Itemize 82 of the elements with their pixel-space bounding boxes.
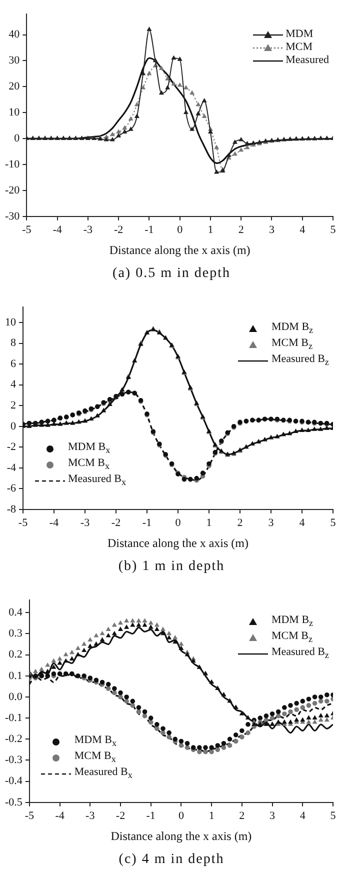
y-tick-label: -2 — [6, 441, 16, 454]
x-tick-label: 0 — [178, 810, 184, 822]
x-tick-label: 2 — [238, 224, 244, 236]
legend-label: MCM B$_{z}$ — [271, 630, 313, 646]
x-tick-label: -1 — [146, 810, 156, 822]
x-tick-label: 1 — [206, 516, 212, 529]
x-tick-label: 0 — [175, 516, 182, 529]
y-tick-label: 10 — [5, 316, 16, 328]
x-tick-label: -2 — [114, 224, 124, 236]
x-tick-label: 5 — [330, 516, 336, 529]
y-tick-label: -20 — [4, 184, 20, 196]
x-tick-label: -3 — [83, 224, 94, 236]
y-tick-label: 8 — [10, 337, 16, 350]
x-axis-title: Distance along the x axis (m) — [108, 536, 248, 550]
legend-label: Measured — [286, 54, 329, 67]
x-tick-label: -4 — [49, 516, 60, 529]
y-tick-label: 20 — [8, 80, 20, 93]
x-tick-label: -5 — [18, 516, 28, 529]
x-tick-label: 4 — [300, 810, 306, 822]
y-tick-label: -0.5 — [4, 796, 23, 808]
legend-label: Measured B$_{z}$ — [271, 646, 329, 663]
legend-label: MDM — [286, 28, 314, 41]
y-tick-label: 0.0 — [8, 690, 23, 703]
y-tick-label: 4 — [10, 378, 16, 391]
x-axis-title: Distance along the x axis (m) — [109, 242, 250, 257]
x-tick-label: -3 — [86, 810, 96, 822]
x-tick-label: -1 — [144, 224, 154, 236]
y-tick-label: -6 — [6, 482, 16, 495]
x-tick-label: 3 — [268, 224, 275, 236]
y-tick-label: -30 — [4, 210, 20, 222]
y-tick-label: 10 — [8, 106, 20, 118]
legend-label: MCM B$_{x}$ — [68, 456, 110, 473]
x-tick-label: 1 — [208, 810, 214, 822]
legend-label: MCM — [286, 41, 313, 54]
y-tick-label: 0 — [10, 420, 16, 432]
text: (a) 0.5 m in depth — [112, 266, 232, 282]
x-tick-label: 2 — [239, 810, 245, 822]
y-tick-label: 0.1 — [8, 670, 22, 682]
y-tick-label: -10 — [4, 158, 20, 170]
legend-label: MCM B$_{z}$ — [271, 337, 313, 354]
y-tick-label: 0.4 — [8, 606, 23, 619]
x-tick-label: -5 — [22, 224, 32, 236]
x-tick-label: -4 — [55, 810, 65, 822]
x-tick-label: 1 — [208, 224, 214, 236]
x-tick-label: 5 — [330, 810, 336, 822]
x-tick-label: 0 — [177, 224, 184, 236]
x-tick-label: 4 — [300, 224, 306, 236]
legend-label: Measured B$_{x}$ — [68, 472, 126, 490]
legend-label: Measured B$_{z}$ — [271, 353, 329, 370]
x-tick-label: -3 — [80, 516, 90, 529]
x-tick-label: -1 — [142, 516, 152, 529]
legend-label: MCM B$_{x}$ — [74, 750, 116, 766]
y-tick-label: -4 — [6, 462, 16, 474]
y-tick-label: 0.3 — [8, 628, 23, 640]
legend-label: MDM B$_{x}$ — [74, 734, 117, 750]
y-tick-label: 30 — [8, 54, 20, 67]
text: (c) 4 m in depth — [118, 852, 226, 868]
x-tick-label: 3 — [270, 810, 276, 822]
y-tick-label: 40 — [8, 28, 20, 41]
legend-label: Measured B$_{x}$ — [74, 766, 132, 782]
x-tick-label: 5 — [330, 224, 336, 236]
y-tick-label: 0.2 — [8, 648, 22, 661]
x-tick-label: -5 — [24, 810, 34, 822]
y-tick-label: -0.1 — [4, 712, 22, 724]
legend-label: MDM B$_{x}$ — [68, 440, 110, 457]
y-tick-label: -0.2 — [4, 733, 22, 746]
y-tick-label: 2 — [10, 399, 16, 412]
x-tick-label: 2 — [237, 516, 243, 529]
text: (b) 1 m in depth — [117, 559, 226, 575]
y-tick-label: 6 — [10, 358, 16, 370]
y-tick-label: 0 — [14, 132, 20, 144]
legend-label: MDM B$_{z}$ — [271, 614, 314, 630]
x-tick-label: -2 — [116, 810, 126, 822]
x-axis-title: Distance along the x axis (m) — [110, 828, 252, 843]
y-tick-label: -0.4 — [4, 775, 23, 788]
x-tick-label: 3 — [268, 516, 274, 529]
x-tick-label: 4 — [299, 516, 306, 529]
legend-label: MDM B$_{z}$ — [271, 321, 314, 338]
y-tick-label: -0.3 — [4, 754, 23, 766]
x-tick-label: -2 — [111, 516, 121, 529]
y-tick-label: -8 — [6, 503, 16, 516]
x-tick-label: -4 — [52, 224, 62, 236]
